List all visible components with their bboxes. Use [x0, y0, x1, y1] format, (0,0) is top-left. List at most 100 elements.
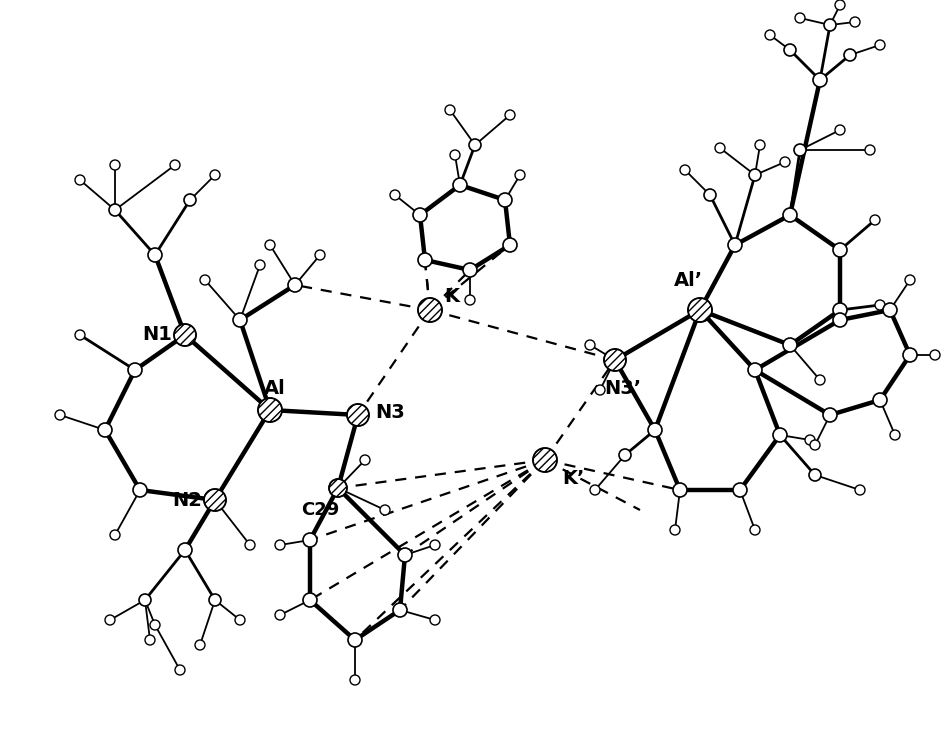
- Circle shape: [430, 615, 440, 625]
- Circle shape: [784, 44, 796, 56]
- Circle shape: [178, 543, 192, 557]
- Circle shape: [445, 105, 455, 115]
- Circle shape: [673, 483, 687, 497]
- Circle shape: [418, 253, 432, 267]
- Circle shape: [418, 298, 442, 322]
- Circle shape: [873, 393, 887, 407]
- Circle shape: [469, 139, 481, 151]
- Circle shape: [110, 530, 120, 540]
- Circle shape: [750, 525, 760, 535]
- Circle shape: [200, 275, 210, 285]
- Circle shape: [890, 430, 900, 440]
- Circle shape: [930, 350, 940, 360]
- Circle shape: [670, 525, 680, 535]
- Text: N1: N1: [142, 325, 172, 345]
- Circle shape: [55, 410, 65, 420]
- Circle shape: [533, 448, 557, 472]
- Text: Al’: Al’: [673, 270, 703, 289]
- Circle shape: [348, 633, 362, 647]
- Circle shape: [150, 620, 160, 630]
- Circle shape: [755, 140, 765, 150]
- Circle shape: [255, 260, 265, 270]
- Circle shape: [765, 30, 775, 40]
- Circle shape: [903, 348, 917, 362]
- Text: Al: Al: [264, 379, 286, 397]
- Circle shape: [245, 540, 255, 550]
- Text: N3’: N3’: [604, 379, 641, 397]
- Circle shape: [128, 363, 142, 377]
- Text: N3: N3: [375, 403, 405, 423]
- Circle shape: [145, 635, 155, 645]
- Circle shape: [749, 169, 761, 181]
- Circle shape: [844, 49, 856, 61]
- Circle shape: [75, 330, 85, 340]
- Circle shape: [850, 17, 860, 27]
- Circle shape: [275, 540, 285, 550]
- Circle shape: [680, 165, 690, 175]
- Circle shape: [75, 175, 85, 185]
- Text: K’: K’: [562, 469, 584, 487]
- Circle shape: [209, 594, 221, 606]
- Circle shape: [110, 160, 120, 170]
- Circle shape: [688, 298, 712, 322]
- Circle shape: [275, 610, 285, 620]
- Circle shape: [204, 489, 226, 511]
- Text: C29: C29: [301, 501, 339, 519]
- Circle shape: [648, 423, 662, 437]
- Circle shape: [875, 300, 885, 310]
- Circle shape: [833, 243, 847, 257]
- Circle shape: [347, 404, 369, 426]
- Circle shape: [824, 19, 836, 31]
- Circle shape: [303, 593, 317, 607]
- Circle shape: [715, 143, 725, 153]
- Circle shape: [865, 145, 875, 155]
- Circle shape: [195, 640, 205, 650]
- Circle shape: [833, 303, 847, 317]
- Circle shape: [360, 455, 370, 465]
- Circle shape: [105, 615, 115, 625]
- Circle shape: [835, 125, 845, 135]
- Circle shape: [393, 603, 407, 617]
- Circle shape: [450, 150, 460, 160]
- Circle shape: [783, 338, 797, 352]
- Circle shape: [795, 13, 805, 23]
- Circle shape: [813, 73, 827, 87]
- Circle shape: [728, 238, 742, 252]
- Circle shape: [329, 479, 347, 497]
- Circle shape: [139, 594, 151, 606]
- Circle shape: [133, 483, 147, 497]
- Text: K: K: [444, 286, 459, 306]
- Circle shape: [430, 540, 440, 550]
- Circle shape: [515, 170, 525, 180]
- Circle shape: [783, 208, 797, 222]
- Circle shape: [288, 278, 302, 292]
- Circle shape: [315, 250, 325, 260]
- Circle shape: [233, 313, 247, 327]
- Circle shape: [210, 170, 220, 180]
- Circle shape: [258, 398, 282, 422]
- Circle shape: [398, 548, 412, 562]
- Circle shape: [883, 303, 897, 317]
- Text: N2: N2: [172, 490, 202, 509]
- Circle shape: [184, 194, 196, 206]
- Circle shape: [175, 665, 185, 675]
- Circle shape: [733, 483, 747, 497]
- Circle shape: [619, 449, 631, 461]
- Circle shape: [805, 435, 815, 445]
- Circle shape: [823, 408, 837, 422]
- Circle shape: [265, 240, 275, 250]
- Circle shape: [98, 423, 112, 437]
- Circle shape: [905, 275, 915, 285]
- Circle shape: [704, 189, 716, 201]
- Circle shape: [855, 485, 865, 495]
- Circle shape: [170, 160, 180, 170]
- Circle shape: [174, 324, 196, 346]
- Circle shape: [413, 208, 427, 222]
- Circle shape: [595, 385, 605, 395]
- Circle shape: [503, 238, 517, 252]
- Circle shape: [350, 675, 360, 685]
- Circle shape: [748, 363, 762, 377]
- Circle shape: [303, 533, 317, 547]
- Circle shape: [604, 349, 626, 371]
- Circle shape: [870, 215, 880, 225]
